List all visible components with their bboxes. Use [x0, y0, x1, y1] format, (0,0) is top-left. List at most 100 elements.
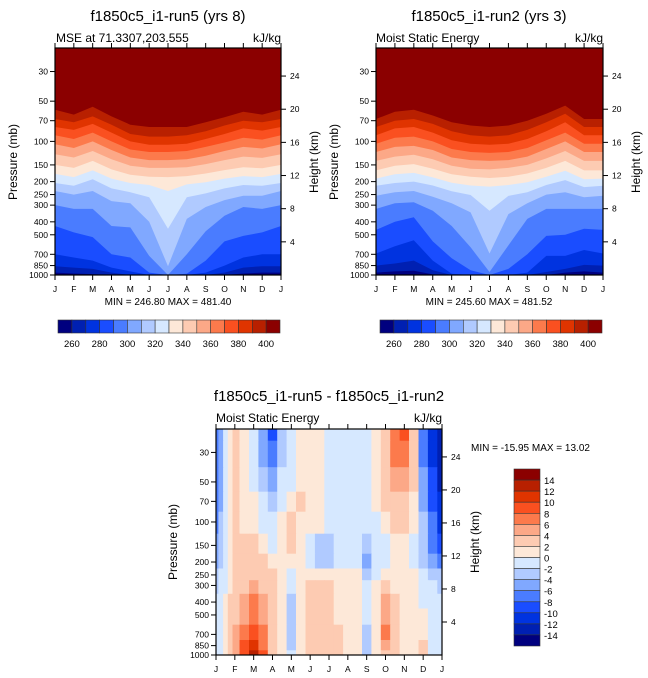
heatmap-cell	[232, 491, 241, 513]
heatmap-cell	[314, 640, 325, 651]
heatmap-cell	[232, 650, 241, 655]
min-max-text: MIN = 246.80 MAX = 481.40	[105, 297, 232, 308]
heatmap-cell	[333, 511, 344, 535]
heatmap-cell	[333, 429, 344, 442]
heatmap-cell	[218, 511, 224, 535]
heatmap-cell	[249, 593, 259, 610]
heatmap-cell	[249, 467, 259, 493]
colorbar-label: -2	[544, 565, 552, 576]
heatmap-cell	[216, 580, 219, 595]
x-tick-label: A	[506, 284, 512, 294]
heatmap-cell	[437, 640, 442, 651]
y-tick-label: 1000	[29, 270, 48, 280]
colorbar-swatch	[513, 623, 541, 636]
heatmap-cell	[390, 593, 401, 610]
heatmap-cell	[371, 624, 382, 641]
heatmap-cell	[218, 568, 224, 581]
y-tick-right-label: 8	[612, 204, 617, 214]
heatmap-cell	[333, 440, 344, 468]
colorbar-label: 4	[544, 531, 549, 542]
colorbar-label: 400	[580, 339, 596, 350]
heatmap-cell	[258, 640, 269, 651]
heatmap-cell	[239, 467, 250, 493]
heatmap-cell	[380, 533, 391, 555]
heatmap-cell	[399, 553, 410, 570]
heatmap-cell	[296, 640, 306, 651]
heatmap-cell	[352, 593, 363, 610]
heatmap-cell	[305, 568, 316, 581]
heatmap-cell	[296, 580, 306, 595]
heatmap-cell	[314, 533, 325, 555]
colorbar: 260 280 300 320 340 360 380 400	[379, 319, 603, 350]
heatmap-cell	[333, 608, 344, 626]
heatmap-cell	[305, 580, 316, 595]
x-tick-label: J	[214, 664, 218, 674]
heatmap-cell	[286, 491, 297, 513]
heatmap-cell	[352, 429, 363, 442]
heatmap-cell	[418, 568, 429, 581]
heatmap-cell	[380, 553, 391, 570]
colorbar-swatch	[407, 319, 422, 334]
y-tick-label: 100	[355, 136, 369, 146]
heatmap-cell	[343, 624, 354, 641]
colorbar-swatch	[546, 319, 561, 334]
heatmap-cell	[352, 491, 363, 513]
heatmap-cell	[324, 511, 335, 535]
colorbar-swatch	[196, 319, 212, 334]
x-tick-label: F	[232, 664, 237, 674]
colorbar-swatch	[393, 319, 409, 334]
panel-difference: f1850c5_i1-run5 - f1850c5_i1-run2 Moist …	[166, 388, 590, 674]
colorbar-label: 260	[386, 339, 402, 350]
heatmap-cell	[409, 553, 419, 570]
heatmap-cell	[296, 511, 306, 535]
heatmap-cell	[409, 593, 419, 610]
x-tick-label: O	[221, 284, 228, 294]
heatmap-cell	[362, 511, 372, 535]
y-tick-label: 700	[195, 629, 209, 639]
heatmap-cell	[399, 533, 410, 555]
contour-fill-band	[376, 260, 603, 275]
heatmap-cell	[343, 440, 354, 468]
heatmap-cell	[390, 608, 401, 626]
colorbar-label: 2	[544, 542, 549, 553]
colorbar-swatch	[238, 319, 253, 334]
heatmap-cell	[343, 553, 354, 570]
colorbar-swatch	[513, 612, 541, 625]
colorbar-label: 380	[552, 339, 568, 350]
heatmap-cell	[296, 533, 306, 555]
heatmap-cell	[267, 593, 278, 610]
heatmap-cell	[216, 491, 219, 513]
y-tick-label: 400	[355, 217, 369, 227]
heatmap-cell	[371, 608, 382, 626]
heatmap-cell	[296, 429, 306, 442]
heatmap-cell	[399, 511, 410, 535]
y-tick-label: 150	[355, 160, 369, 170]
heatmap-cell	[371, 650, 382, 655]
heatmap-cell	[258, 429, 269, 442]
heatmap-cell	[409, 580, 419, 595]
heatmap-cell	[305, 593, 316, 610]
x-tick-label: N	[401, 664, 407, 674]
y-tick-label: 700	[355, 249, 369, 259]
heatmap-cell	[324, 608, 335, 626]
y-tick-right-label: 4	[612, 237, 617, 247]
heatmap-cell	[227, 533, 234, 555]
heatmap-cell	[343, 568, 354, 581]
heatmap-cell	[333, 568, 344, 581]
heatmap-cell	[296, 553, 306, 570]
heatmap-cell	[333, 580, 344, 595]
heatmap-cell	[223, 650, 229, 655]
heatmap-cell	[286, 440, 297, 468]
heatmap-cell	[371, 440, 382, 468]
heatmap-cell	[380, 593, 391, 610]
x-tick-label: M	[410, 284, 417, 294]
colorbar-swatch	[532, 319, 547, 334]
heatmap-cell	[249, 650, 259, 655]
heatmap-cell	[371, 640, 382, 651]
heatmap-cell	[409, 640, 419, 651]
y-tick-label: 70	[39, 116, 49, 126]
heatmap-cell	[223, 608, 229, 626]
heatmap-cell	[258, 491, 269, 513]
